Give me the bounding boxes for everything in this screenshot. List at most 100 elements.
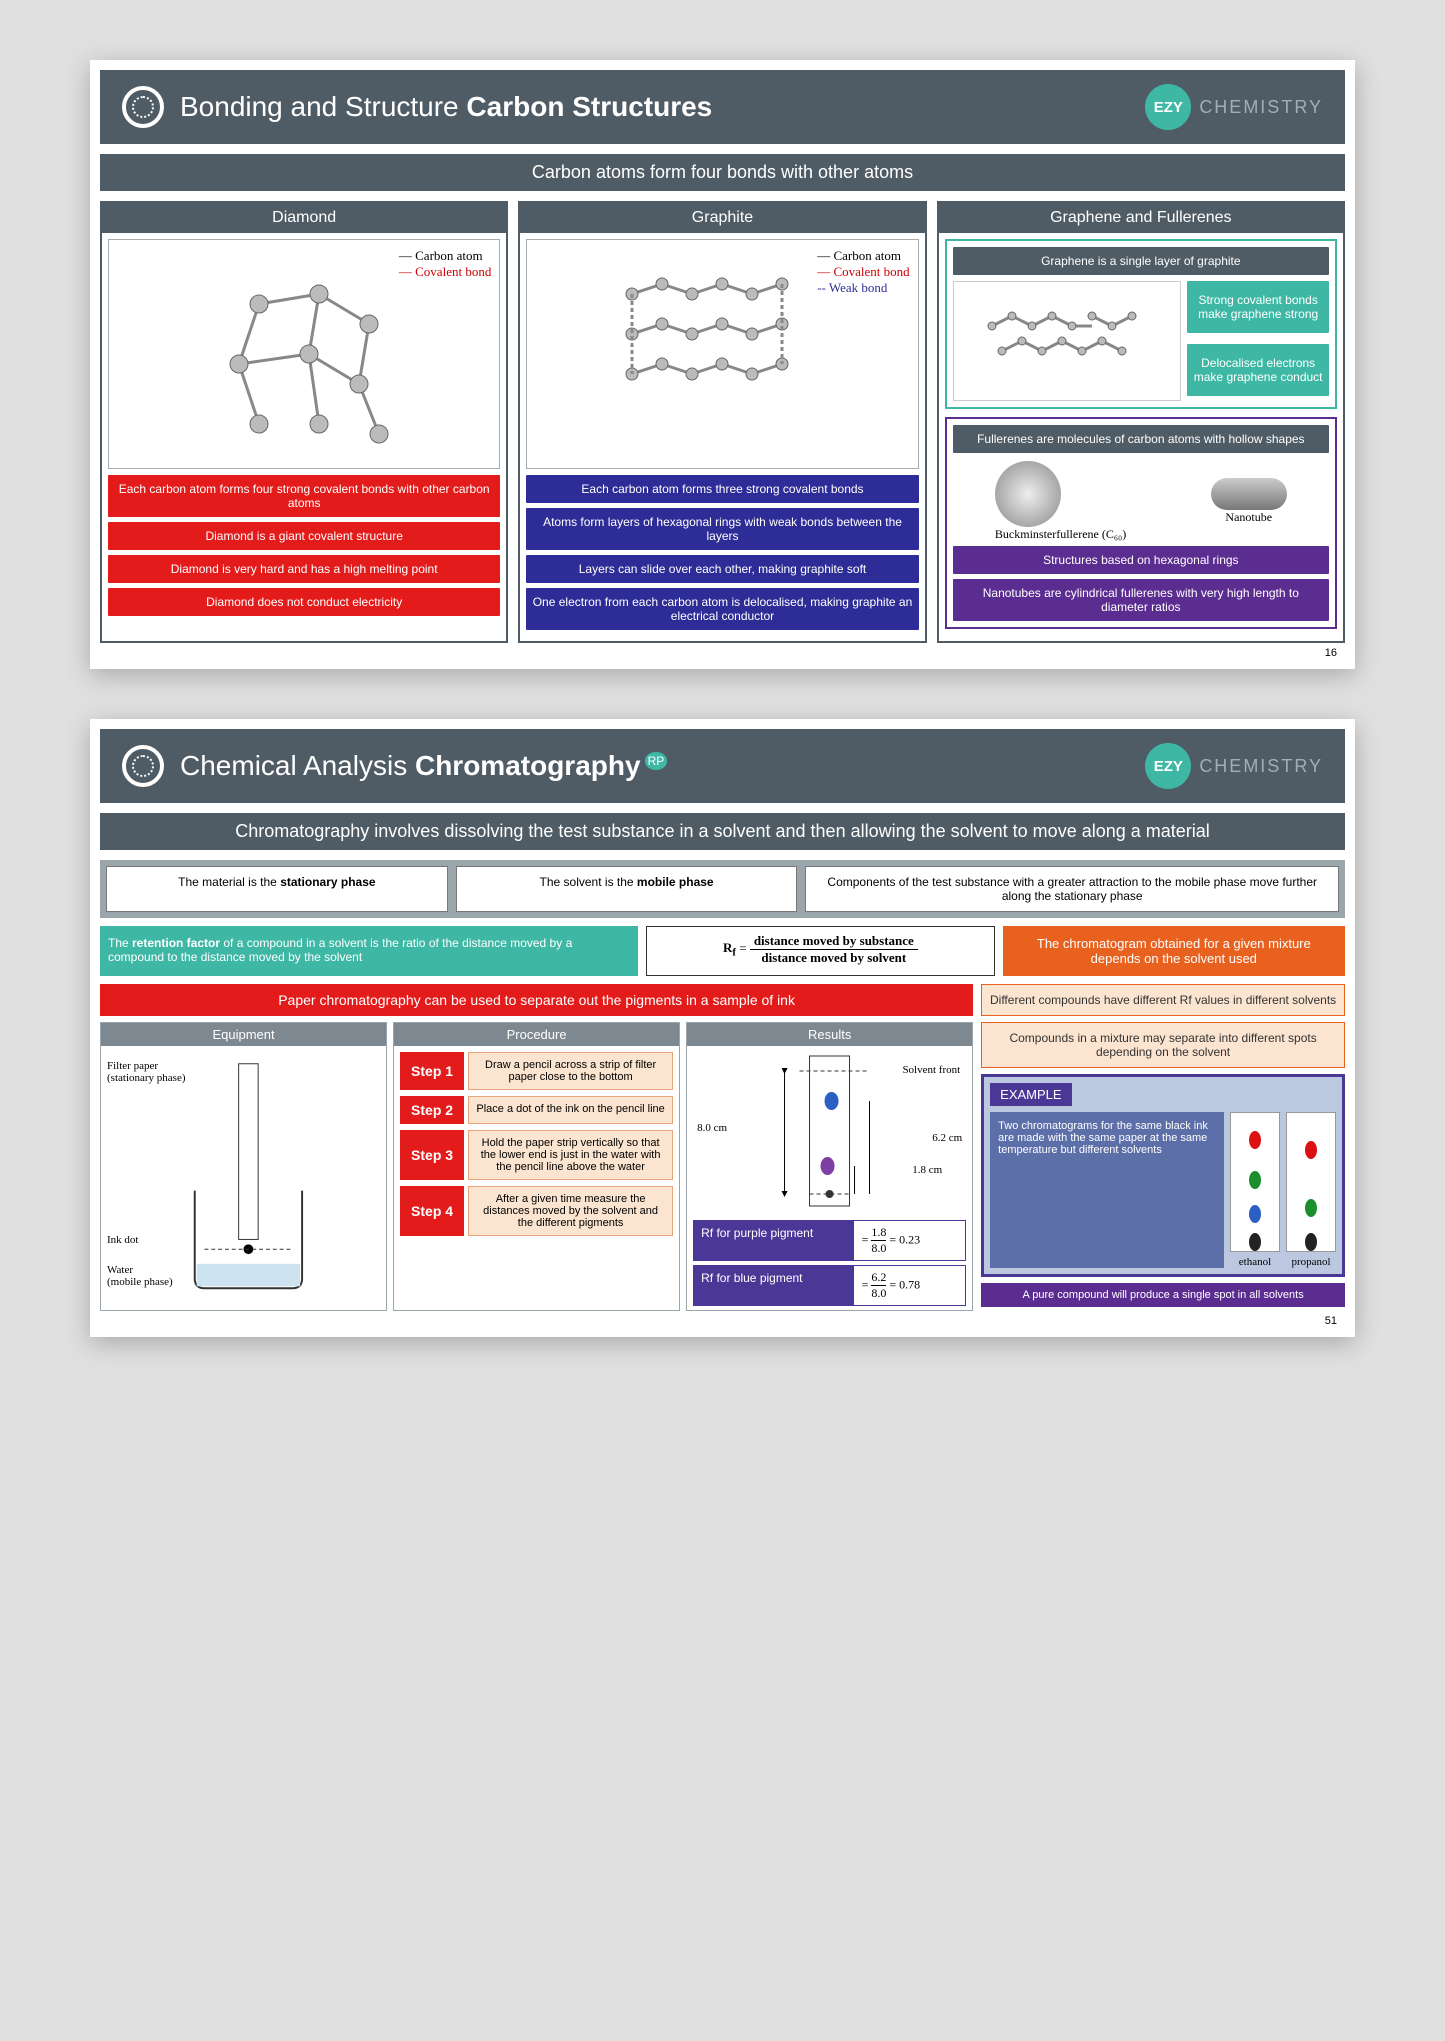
fullerene-fact: Nanotubes are cylindrical fullerenes wit… — [953, 579, 1329, 621]
graphene-fact: Strong covalent bonds make graphene stro… — [1187, 281, 1329, 333]
page-chromatography: Chemical Analysis ChromatographyRP EZY C… — [90, 719, 1355, 1337]
fullerene-fact: Structures based on hexagonal rings — [953, 546, 1329, 574]
right-note: Different compounds have different Rf va… — [981, 984, 1345, 1016]
note-attraction: Components of the test substance with a … — [805, 866, 1339, 912]
results-diagram: Solvent front 8.0 cm 6.2 cm 1.8 cm — [687, 1046, 972, 1216]
col-head: Procedure — [394, 1023, 679, 1046]
graphite-fact: Atoms form layers of hexagonal rings wit… — [526, 508, 918, 550]
diamond-diagram: — Carbon atom — Covalent bond — [108, 239, 500, 469]
example-box: EXAMPLE Two chromatograms for the same b… — [981, 1074, 1345, 1277]
diamond-fact: Each carbon atom forms four strong coval… — [108, 475, 500, 517]
notes-row: The material is the stationary phase The… — [100, 860, 1345, 918]
example-text: Two chromatograms for the same black ink… — [990, 1112, 1224, 1268]
title-bold: Carbon Structures — [466, 91, 712, 122]
graphite-fact: Layers can slide over each other, making… — [526, 555, 918, 583]
header: Bonding and Structure Carbon Structures … — [100, 70, 1345, 144]
col-head: Equipment — [101, 1023, 386, 1046]
fullerene-subbox: Fullerenes are molecules of carbon atoms… — [945, 417, 1337, 629]
step-badge: Step 2 — [400, 1096, 464, 1124]
caption: Buckminsterfullerene (C₆₀) — [995, 527, 1126, 542]
header: Chemical Analysis ChromatographyRP EZY C… — [100, 729, 1345, 803]
ezy-badge: EZY — [1145, 743, 1191, 789]
step-badge: Step 4 — [400, 1186, 464, 1236]
step-row: Step 2Place a dot of the ink on the penc… — [400, 1096, 673, 1124]
label: Filter paper (stationary phase) — [107, 1060, 186, 1084]
label: propanol — [1286, 1256, 1336, 1268]
label: Carbon atom — [833, 248, 901, 263]
rf-value: = 1.88.0 = 0.23 — [853, 1220, 967, 1261]
col-head: Graphite — [520, 203, 924, 233]
brand-chem: CHEMISTRY — [1199, 97, 1323, 118]
main-grid: Paper chromatography can be used to sepa… — [100, 984, 1345, 1311]
results-col: Results — [686, 1022, 973, 1311]
equipment-diagram: Filter paper (stationary phase) Ink dot … — [101, 1046, 386, 1306]
orange-note: The chromatogram obtained for a given mi… — [1003, 926, 1345, 976]
column-graphene: Graphene and Fullerenes Graphene is a si… — [937, 201, 1345, 643]
col-head: Diamond — [102, 203, 506, 233]
ezy-badge: EZY — [1145, 84, 1191, 130]
rf-label: Rf for purple pigment — [693, 1220, 852, 1261]
red-banner: Paper chromatography can be used to sepa… — [100, 984, 973, 1016]
equipment-col: Equipment Filter paper (stationary phase… — [100, 1022, 387, 1311]
diamond-fact: Diamond is a giant covalent structure — [108, 522, 500, 550]
pure-compound-note: A pure compound will produce a single sp… — [981, 1283, 1345, 1307]
nanotube-icon — [1211, 478, 1287, 510]
label: 6.2 cm — [932, 1132, 962, 1144]
buckyball-icon — [995, 461, 1061, 527]
title-light: Bonding and Structure — [180, 91, 466, 122]
note-stationary: The material is the stationary phase — [106, 866, 448, 912]
page-number: 51 — [100, 1311, 1345, 1327]
label: 1.8 cm — [912, 1164, 942, 1176]
rf-row: Rf for purple pigment= 1.88.0 = 0.23 — [693, 1220, 966, 1261]
intro-banner: Chromatography involves dissolving the t… — [100, 813, 1345, 850]
label: Ink dot — [107, 1234, 138, 1246]
step-text: After a given time measure the distances… — [468, 1186, 673, 1236]
step-text: Draw a pencil across a strip of filter p… — [468, 1052, 673, 1090]
publisher-logo — [122, 86, 164, 128]
chrom-strip-ethanol — [1230, 1112, 1280, 1252]
column-graphite: Graphite — [518, 201, 926, 643]
step-row: Step 4After a given time measure the dis… — [400, 1186, 673, 1236]
title-bold: Chromatography — [415, 750, 641, 781]
rf-label: Rf for blue pigment — [693, 1265, 852, 1306]
label: Covalent bond — [833, 264, 909, 279]
diamond-fact: Diamond is very hard and has a high melt… — [108, 555, 500, 583]
graphene-subbox: Graphene is a single layer of graphite — [945, 239, 1337, 409]
step-badge: Step 3 — [400, 1130, 464, 1180]
page-carbon-structures: Bonding and Structure Carbon Structures … — [90, 60, 1355, 669]
chrom-strip-propanol — [1286, 1112, 1336, 1252]
note-mobile: The solvent is the mobile phase — [456, 866, 798, 912]
brand: EZY CHEMISTRY — [1145, 743, 1323, 789]
title-light: Chemical Analysis — [180, 750, 415, 781]
rf-row: Rf for blue pigment= 6.28.0 = 0.78 — [693, 1265, 966, 1306]
col-head: Graphene and Fullerenes — [939, 203, 1343, 233]
graphite-diagram: — Carbon atom — Covalent bond -- Weak bo… — [526, 239, 918, 469]
publisher-logo — [122, 745, 164, 787]
right-note: Compounds in a mixture may separate into… — [981, 1022, 1345, 1068]
page-number: 16 — [100, 643, 1345, 659]
example-head: EXAMPLE — [990, 1083, 1071, 1106]
graphene-diagram — [953, 281, 1182, 401]
graphene-sub-head: Graphene is a single layer of graphite — [953, 247, 1329, 275]
step-text: Place a dot of the ink on the pencil lin… — [468, 1096, 673, 1124]
rf-formula: Rf = distance moved by substance distanc… — [646, 926, 994, 976]
step-text: Hold the paper strip vertically so that … — [468, 1130, 673, 1180]
rp-badge: RP — [645, 752, 668, 770]
label: Water (mobile phase) — [107, 1264, 173, 1288]
page-title: Chemical Analysis ChromatographyRP — [180, 750, 667, 782]
label: Weak bond — [829, 280, 888, 295]
step-row: Step 1Draw a pencil across a strip of fi… — [400, 1052, 673, 1090]
fullerene-head: Fullerenes are molecules of carbon atoms… — [953, 425, 1329, 453]
rf-value: = 6.28.0 = 0.78 — [853, 1265, 967, 1306]
label: 8.0 cm — [697, 1122, 727, 1134]
diamond-fact: Diamond does not conduct electricity — [108, 588, 500, 616]
step-row: Step 3Hold the paper strip vertically so… — [400, 1130, 673, 1180]
column-diamond: Diamond — Carbon atom — — [100, 201, 508, 643]
step-badge: Step 1 — [400, 1052, 464, 1090]
procedure-col: Procedure Step 1Draw a pencil across a s… — [393, 1022, 680, 1311]
brand: EZY CHEMISTRY — [1145, 84, 1323, 130]
label-carbon-atom: Carbon atom — [415, 248, 483, 263]
graphite-fact: One electron from each carbon atom is de… — [526, 588, 918, 630]
brand-chem: CHEMISTRY — [1199, 756, 1323, 777]
intro-banner: Carbon atoms form four bonds with other … — [100, 154, 1345, 191]
